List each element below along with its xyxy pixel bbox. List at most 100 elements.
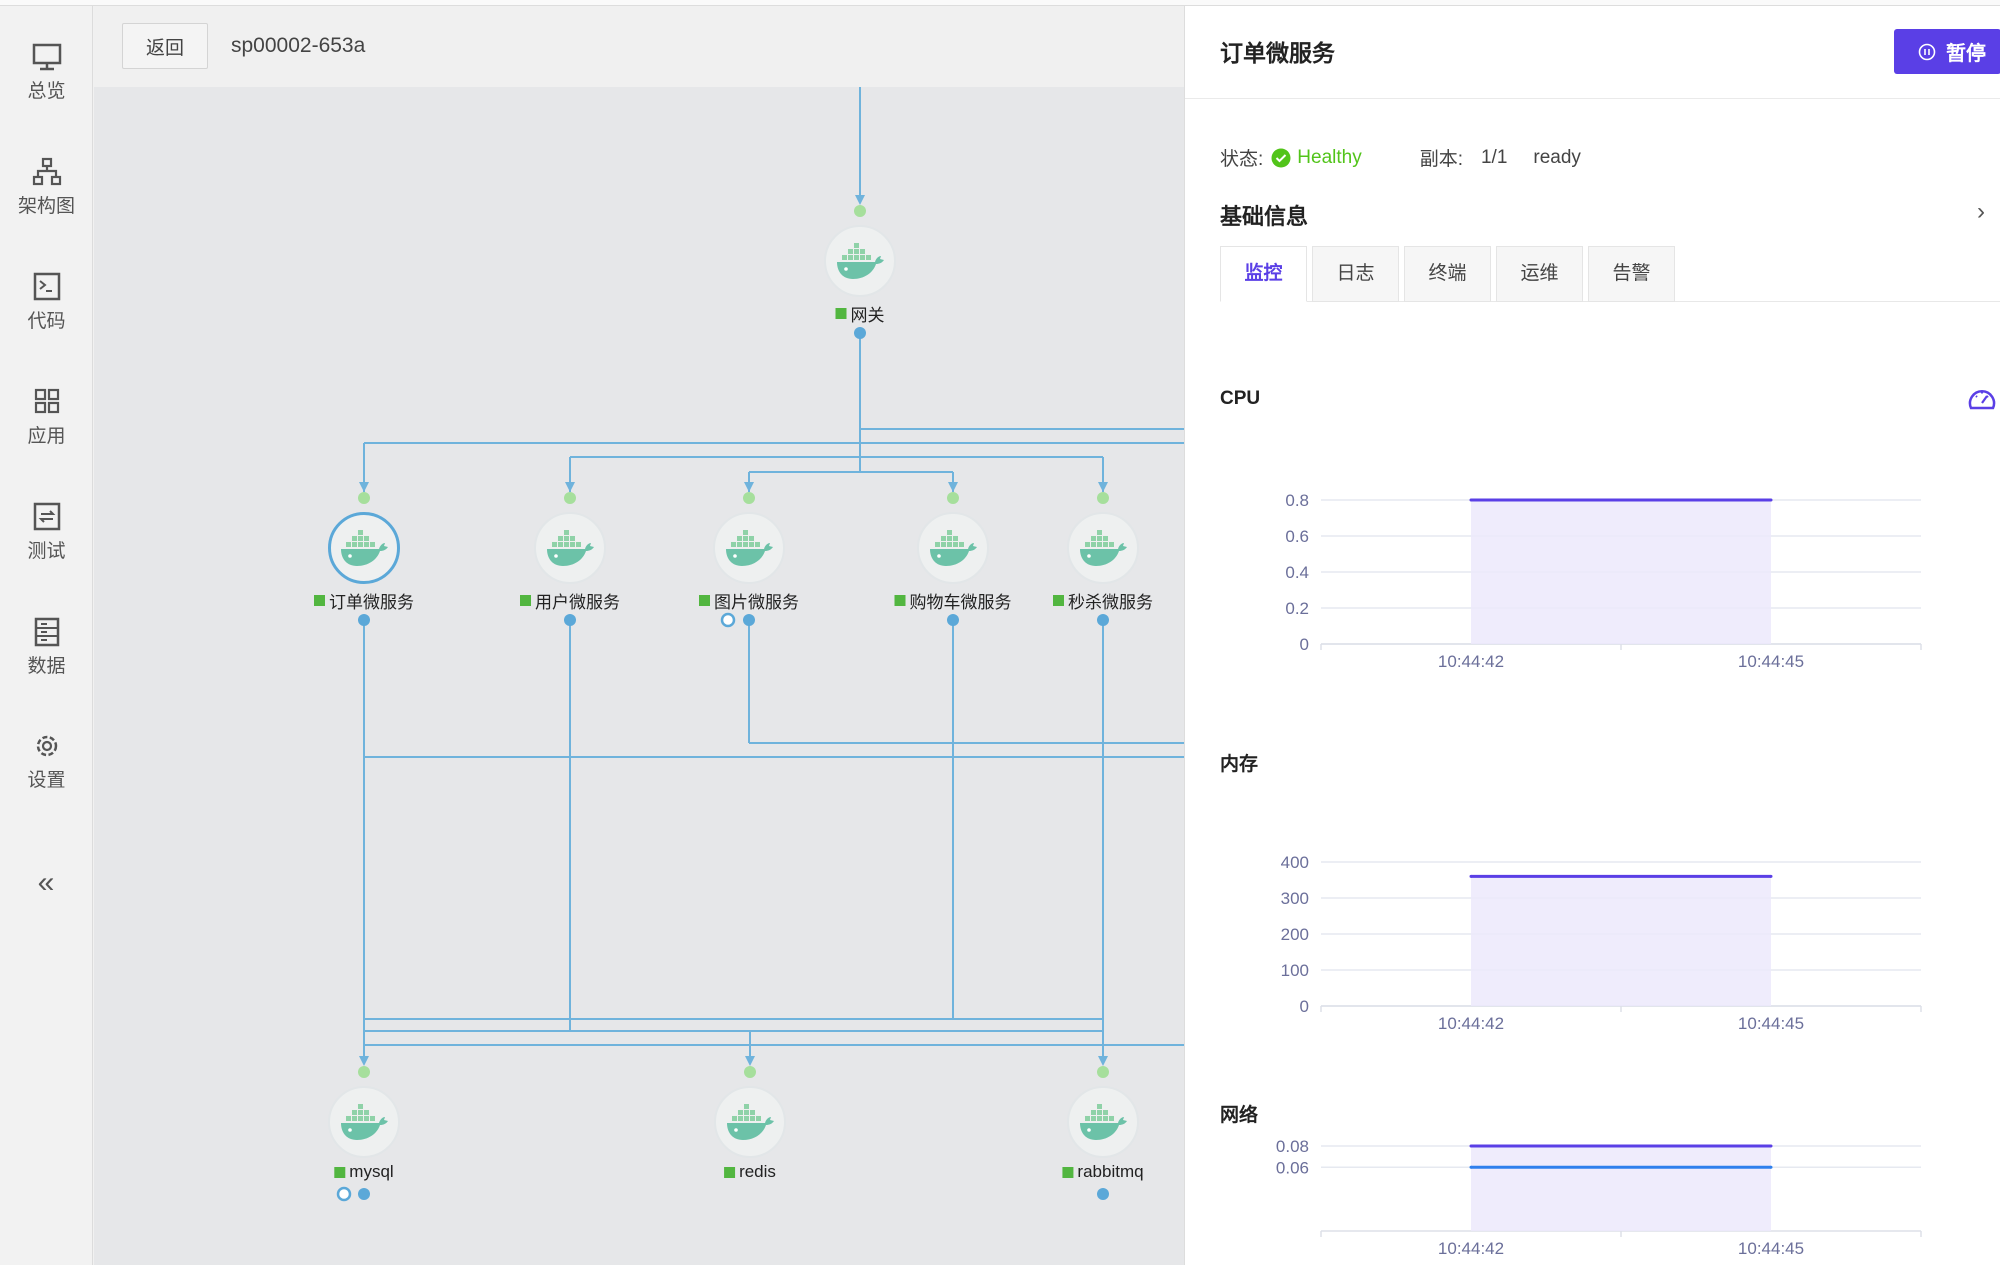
y-tick-label: 400 [1281,853,1309,872]
x-tick-label: 10:44:45 [1738,1014,1804,1033]
arrow-head [744,482,754,492]
output-port [564,614,576,626]
node-label: 网关 [835,301,885,326]
ready-state: ready [1533,146,1581,168]
tab-logs[interactable]: 日志 [1312,246,1399,302]
area-fill [1471,500,1771,644]
status-indicator [724,1166,736,1178]
output-port [1097,1188,1109,1200]
x-tick-label: 10:44:42 [1438,652,1504,671]
monitor-icon [32,43,61,71]
status-indicator [835,308,847,319]
output-port-open [720,612,736,628]
y-tick-label: 200 [1281,925,1309,944]
service-node-redis[interactable] [714,1086,786,1158]
network-chart-title: 网络 [1220,1105,1259,1126]
data-point [1769,1165,1773,1169]
status-indicator [1062,1166,1074,1178]
y-tick-label: 300 [1281,889,1309,908]
status-indicator [1053,595,1064,606]
data-point [1769,874,1773,878]
arrow-head [745,1056,755,1066]
service-node-image[interactable] [713,512,785,584]
node-label-text: mysql [349,1162,394,1181]
arrow-head [359,482,369,492]
status-row: 状态: Healthy 副本: 1/1 ready [1220,144,1581,171]
input-port [947,492,959,504]
y-tick-label: 0.08 [1276,1137,1309,1156]
sidebar-item-label: 架构图 [17,196,75,217]
sidebar-item-label: 数据 [27,656,66,677]
x-tick-label: 10:44:45 [1738,652,1804,671]
sidebar-item-overview[interactable]: 总览 [0,42,93,142]
tab-alerts[interactable]: 告警 [1588,246,1675,302]
y-tick-label: 0.8 [1285,491,1309,510]
docker-icon [341,1104,388,1140]
input-port [564,492,576,504]
node-label-text: 网关 [850,306,885,325]
node-label-text: 图片微服务 [714,593,799,612]
sidebar-item-label: 设置 [27,770,66,791]
pause-icon [1918,43,1936,60]
arrow-head [1098,482,1108,492]
service-node-cart[interactable] [917,512,989,584]
sidebar-item-label: 应用 [27,426,66,447]
pause-button[interactable]: 暂停 [1894,29,2000,74]
architecture-canvas[interactable]: 网关 订单微服务 用户微服务 图片微服务 购物车微服务 秒杀微服务 mysql redis ra… [94,87,1184,1265]
node-label: redis [724,1162,776,1182]
output-port [947,614,959,626]
service-node-rabbitmq[interactable] [1067,1086,1139,1158]
database-icon [34,617,59,647]
arrow-head [948,482,958,492]
docker-icon [930,530,977,566]
sidebar-item-code[interactable]: 代码 [0,272,93,372]
arrow-head [359,1056,369,1066]
sidebar-item-apps[interactable]: 应用 [0,387,93,487]
input-port [1097,492,1109,504]
sidebar: 总览 架构图 代码 应用 测试 数据 设置 « [0,6,93,1265]
status-indicator [894,595,906,606]
cpu-chart-title: CPU [1220,388,1261,409]
back-button[interactable]: 返回 [122,23,208,69]
x-tick-label: 10:44:45 [1738,1239,1804,1258]
collapse-sidebar-button[interactable]: « [37,866,55,899]
memory-chart-title: 内存 [1220,754,1259,775]
node-label-text: 秒杀微服务 [1068,593,1153,612]
node-label-text: 订单微服务 [329,593,414,612]
node-label-text: redis [739,1162,776,1181]
docker-icon [1080,1104,1127,1140]
dashboard-gauge-icon[interactable] [1967,384,1997,414]
replica-count: 1/1 [1480,146,1508,168]
status-badge: Healthy [1297,146,1362,168]
terminal-icon [33,272,60,301]
tab-monitor[interactable]: 监控 [1220,246,1307,302]
service-node-gateway[interactable] [824,225,896,297]
docker-icon [341,530,388,566]
sitemap-icon [32,157,61,186]
grid-icon [34,388,59,414]
tab-ops[interactable]: 运维 [1496,246,1583,302]
sidebar-item-test[interactable]: 测试 [0,502,93,602]
tab-terminal[interactable]: 终端 [1404,246,1491,302]
output-port [358,1188,370,1200]
status-indicator [334,1166,346,1178]
node-label-text: 购物车微服务 [909,593,1012,612]
sidebar-item-data[interactable]: 数据 [0,617,93,717]
arrow-head [1098,1056,1108,1066]
x-tick-label: 10:44:42 [1438,1014,1504,1033]
output-port [358,614,370,626]
service-node-seckill[interactable] [1067,512,1139,584]
service-node-user[interactable] [534,512,606,584]
refresh-box-icon [33,502,60,531]
y-tick-label: 0 [1300,997,1309,1016]
node-label: 用户微服务 [520,588,620,613]
output-port [743,614,755,626]
data-point [1769,498,1773,502]
service-node-order[interactable] [328,512,400,584]
sidebar-item-architecture[interactable]: 架构图 [0,157,93,257]
service-node-mysql[interactable] [328,1086,400,1158]
chevron-right-icon[interactable]: › [1977,198,1985,225]
y-tick-label: 0.2 [1285,599,1309,618]
node-label: 购物车微服务 [894,588,1012,613]
sidebar-item-settings[interactable]: 设置 [0,731,93,831]
